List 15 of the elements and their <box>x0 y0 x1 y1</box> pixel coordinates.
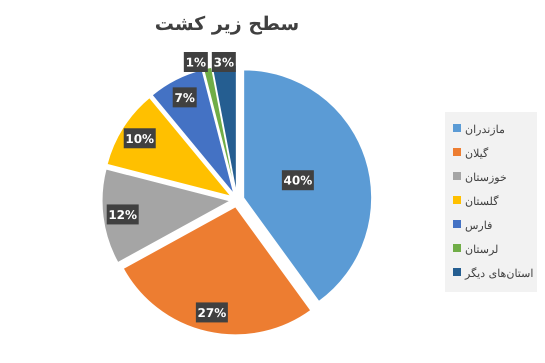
legend-label: لرستان <box>465 243 498 256</box>
data-label: 12% <box>108 208 138 222</box>
legend-label: گیلان <box>465 147 489 160</box>
legend-label: استان‌های دیگر <box>464 267 534 280</box>
data-label: 1% <box>186 56 206 70</box>
data-label: 40% <box>284 174 312 188</box>
legend-label: خوزستان <box>465 171 507 184</box>
data-label: 27% <box>198 306 226 320</box>
legend-label: مازندران <box>465 123 505 136</box>
data-label: 3% <box>214 56 234 70</box>
data-label: 10% <box>125 132 154 146</box>
legend-label: فارس <box>465 219 492 232</box>
data-label: 7% <box>174 90 195 105</box>
legend-label: گلستان <box>465 195 500 208</box>
chart-title: سطح زیر کشت <box>154 13 300 35</box>
